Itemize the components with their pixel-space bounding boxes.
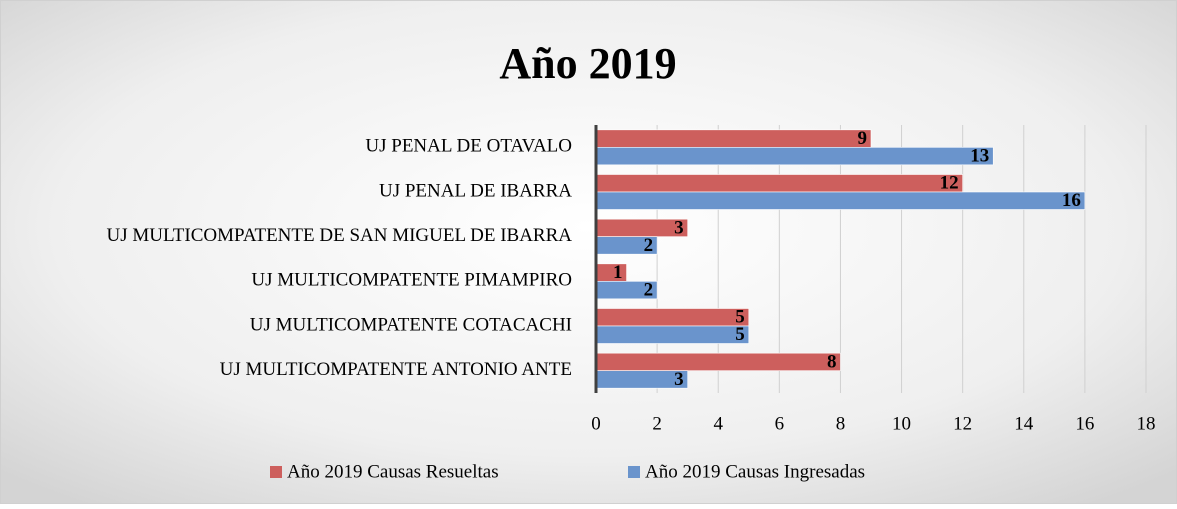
data-label: 9 <box>858 128 868 149</box>
x-tick-label: 18 <box>1137 413 1156 434</box>
legend-swatch <box>628 466 640 478</box>
y-tick-label: UJ PENAL DE OTAVALO <box>365 136 572 157</box>
x-tick-label: 8 <box>836 413 846 434</box>
data-label: 1 <box>613 262 623 283</box>
data-label: 13 <box>970 145 989 166</box>
bar <box>595 147 994 166</box>
y-tick-label: UJ MULTICOMPATENTE PIMAMPIRO <box>251 270 572 291</box>
data-label: 2 <box>644 235 654 256</box>
x-tick-label: 14 <box>1014 413 1034 434</box>
bar <box>595 352 841 371</box>
bar <box>595 174 963 193</box>
y-tick-label: UJ MULTICOMPATENTE DE SAN MIGUEL DE IBAR… <box>106 225 572 246</box>
x-tick-label: 6 <box>775 413 785 434</box>
data-label: 16 <box>1062 190 1081 211</box>
bar <box>595 191 1086 210</box>
bar <box>595 129 872 148</box>
data-label: 5 <box>735 324 745 345</box>
data-label: 8 <box>827 351 837 372</box>
x-tick-label: 0 <box>591 413 601 434</box>
x-tick-label: 12 <box>953 413 972 434</box>
chart-title: Año 2019 <box>499 39 676 88</box>
legend-label: Año 2019 Causas Ingresadas <box>645 461 865 482</box>
y-tick-label: UJ MULTICOMPATENTE COTACACHI <box>250 314 572 335</box>
bar <box>595 308 750 327</box>
x-tick-label: 4 <box>713 413 723 434</box>
y-tick-label: UJ MULTICOMPATENTE ANTONIO ANTE <box>220 359 572 380</box>
x-tick-label: 2 <box>652 413 662 434</box>
data-label: 5 <box>735 307 745 328</box>
bar <box>595 325 750 344</box>
data-label: 3 <box>674 217 684 238</box>
data-label: 2 <box>644 279 654 300</box>
legend-label: Año 2019 Causas Resueltas <box>287 461 499 482</box>
data-label: 12 <box>940 173 959 194</box>
x-tick-label: 16 <box>1075 413 1094 434</box>
y-tick-label: UJ PENAL DE IBARRA <box>379 180 572 201</box>
legend-swatch <box>270 466 282 478</box>
data-label: 3 <box>674 369 684 390</box>
x-tick-label: 10 <box>892 413 911 434</box>
